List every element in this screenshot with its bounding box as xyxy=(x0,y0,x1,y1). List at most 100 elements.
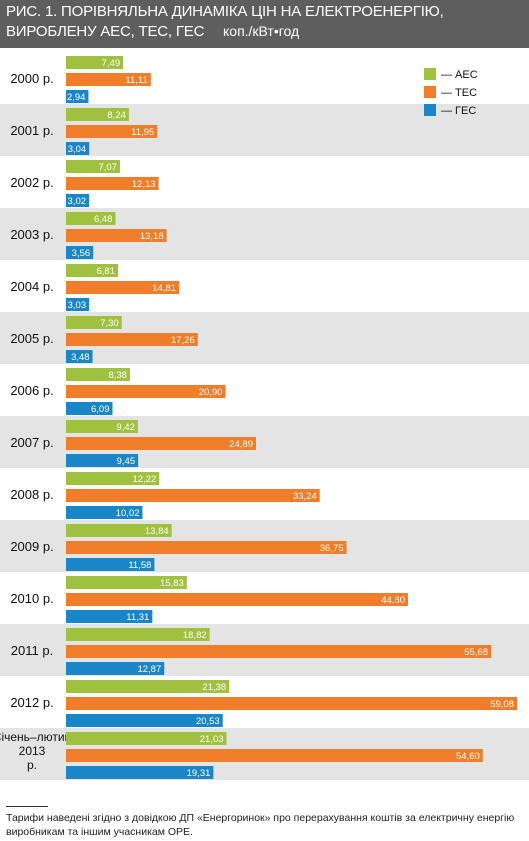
bar-value-label: 7,30 xyxy=(100,318,119,329)
category-label: 2006 р. xyxy=(10,383,53,398)
bar-value-label: 7,07 xyxy=(98,162,117,173)
bar-aes xyxy=(66,108,129,121)
legend-swatch-tes xyxy=(424,86,436,98)
bar-value-label: 15,83 xyxy=(160,578,184,589)
bar-ges xyxy=(66,350,93,363)
bar-tes xyxy=(66,697,517,710)
bar-ges xyxy=(66,246,94,259)
bar-value-label: 9,42 xyxy=(116,422,135,433)
category-label: 2007 р. xyxy=(10,435,53,450)
bar-aes xyxy=(66,680,230,693)
bar-value-label: 12,22 xyxy=(133,474,157,485)
bar-value-label: 11,11 xyxy=(125,75,147,86)
bar-value-label: 59,08 xyxy=(490,699,514,710)
bar-aes xyxy=(66,576,187,589)
bar-value-label: 11,58 xyxy=(128,560,151,571)
bar-value-label: 13,18 xyxy=(140,231,164,242)
legend-swatch-ges xyxy=(424,104,436,116)
bar-ges xyxy=(66,662,165,675)
bar-aes xyxy=(66,212,116,225)
bar-ges xyxy=(66,558,155,571)
bar-value-label: 17,26 xyxy=(171,335,195,346)
bar-aes xyxy=(66,316,122,329)
bar-ges xyxy=(66,454,139,467)
footnote: Тарифи наведені згідно з довідкою ДП «Ен… xyxy=(6,812,515,838)
bar-aes xyxy=(66,160,120,173)
bar-aes xyxy=(66,732,227,745)
bar-tes xyxy=(66,73,151,86)
category-label: 2008 р. xyxy=(10,487,53,502)
bar-ges xyxy=(66,714,223,727)
bar-tes xyxy=(66,593,408,606)
bar-value-label: 9,45 xyxy=(117,456,136,467)
chart-title-line2: ВИРОБЛЕНУ АЕС, ТЕС, ГЕС xyxy=(6,23,205,40)
bar-value-label: 12,13 xyxy=(132,179,156,190)
category-label: 2010 р. xyxy=(10,591,53,606)
bar-ges xyxy=(66,90,89,103)
category-label: 2012 р. xyxy=(10,695,53,710)
category-label: 2009 р. xyxy=(10,539,53,554)
legend-label: — ТЕС xyxy=(441,87,477,99)
footnote-divider xyxy=(6,806,48,807)
bar-ges xyxy=(66,402,113,415)
bar-value-label: 19,31 xyxy=(187,768,211,779)
category-label: 2004 р. xyxy=(10,279,53,294)
bar-value-label: 11,31 xyxy=(126,612,149,623)
bar-tes xyxy=(66,333,198,346)
chart-title-line1: РИС. 1. ПОРІВНЯЛЬНА ДИНАМІКА ЦІН НА ЕЛЕК… xyxy=(6,3,444,20)
category-label: 2002 р. xyxy=(10,175,53,190)
bar-tes xyxy=(66,125,158,138)
bar-chart: 2000 р. 7,49 11,11 2,94 2001 р. 8,24 11,95 3,04… xyxy=(0,56,529,780)
bar-aes xyxy=(66,56,124,69)
bar-value-label: 3,02 xyxy=(68,196,87,207)
bar-aes xyxy=(66,524,172,537)
bar-tes xyxy=(66,229,167,242)
bar-ges xyxy=(66,142,90,155)
bar-value-label: 6,81 xyxy=(96,266,115,277)
bar-aes xyxy=(66,420,138,433)
bar-ges xyxy=(66,610,153,623)
bar-tes xyxy=(66,749,483,762)
bar-aes xyxy=(66,472,160,485)
bar-tes xyxy=(66,281,180,294)
category-label: 2003 р. xyxy=(10,227,53,242)
bar-value-label: 6,48 xyxy=(94,214,113,225)
bar-value-label: 55,68 xyxy=(464,647,488,658)
category-label: 2000 р. xyxy=(10,71,53,86)
bar-value-label: 8,24 xyxy=(107,110,126,121)
legend-label: — ГЕС xyxy=(441,105,476,117)
bar-ges xyxy=(66,766,214,779)
bar-value-label: 21,38 xyxy=(202,682,226,693)
bar-value-label: 3,56 xyxy=(72,248,91,259)
category-label: Січень–лютий 2013 р. xyxy=(0,730,71,772)
bar-value-label: 33,24 xyxy=(293,491,317,502)
bar-value-label: 3,03 xyxy=(68,300,87,311)
bar-tes xyxy=(66,489,320,502)
bar-tes xyxy=(66,645,492,658)
bar-tes xyxy=(66,541,347,554)
bar-ges xyxy=(66,506,143,519)
category-label: 2011 р. xyxy=(11,643,53,658)
bar-value-label: 21,03 xyxy=(200,734,224,745)
bar-value-label: 54,60 xyxy=(456,751,480,762)
bar-value-label: 3,48 xyxy=(71,352,90,363)
bar-ges xyxy=(66,298,90,311)
bar-value-label: 44,80 xyxy=(381,595,405,606)
bar-value-label: 24,89 xyxy=(229,439,253,450)
bar-value-label: 13,84 xyxy=(145,526,169,537)
bar-value-label: 20,53 xyxy=(196,716,220,727)
category-label: 2001 р. xyxy=(10,123,53,138)
bar-value-label: 20,90 xyxy=(199,387,223,398)
bar-value-label: 7,49 xyxy=(102,58,121,69)
chart-header: РИС. 1. ПОРІВНЯЛЬНА ДИНАМІКА ЦІН НА ЕЛЕК… xyxy=(0,0,529,48)
bar-tes xyxy=(66,437,257,450)
bar-value-label: 11,95 xyxy=(131,127,154,138)
bar-value-label: 12,87 xyxy=(137,664,161,675)
legend-label: — АЕС xyxy=(441,69,478,81)
bar-value-label: 18,82 xyxy=(183,630,207,641)
legend-swatch-aes xyxy=(424,68,436,80)
bar-aes xyxy=(66,628,210,641)
bar-value-label: 2,94 xyxy=(67,92,86,103)
bar-value-label: 3,04 xyxy=(68,144,87,155)
bar-aes xyxy=(66,264,118,277)
